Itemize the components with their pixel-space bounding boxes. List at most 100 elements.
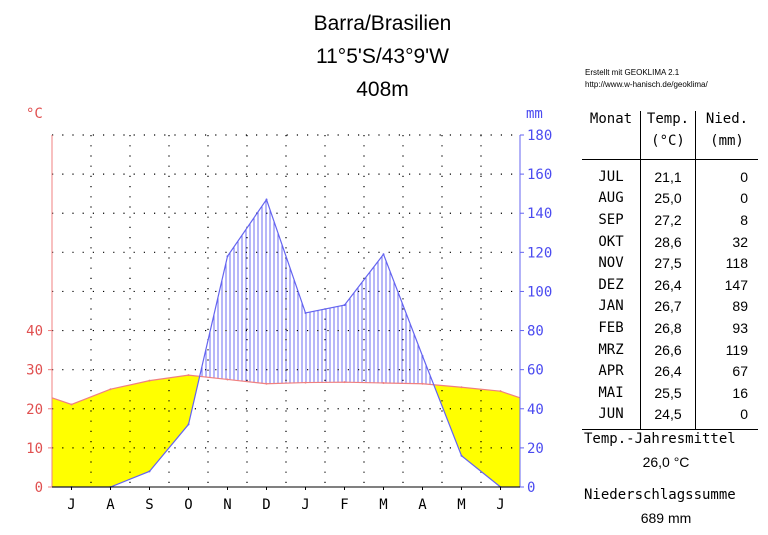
table-row: NOV 27,5 118 — [582, 252, 758, 274]
right-unit-label: mm — [526, 106, 543, 122]
cell-month: MRZ — [598, 341, 624, 358]
cell-prec: 67 — [695, 360, 758, 382]
temp-mean-value: 26,0 °C — [642, 454, 690, 470]
left-tick-label: 10 — [26, 441, 43, 457]
month-label: D — [262, 497, 270, 513]
cell-prec: 147 — [695, 273, 758, 296]
month-label: J — [301, 497, 309, 513]
credit-line: Erstellt mit GEOKLIMA 2.1 — [585, 68, 680, 77]
arid-area — [51, 397, 72, 488]
cell-prec: 118 — [695, 252, 758, 274]
temperature-point — [343, 381, 346, 384]
right-tick-label: 120 — [527, 245, 552, 261]
cell-month: JAN — [598, 298, 624, 315]
cell-temp: 26,7 — [640, 295, 696, 318]
table-row: MAI 25,5 16 — [582, 381, 758, 404]
temperature-point — [382, 381, 385, 384]
col-header-prec: Nied. — [695, 111, 758, 133]
precipitation-point — [343, 304, 346, 307]
col-header-temp-unit: (°C) — [640, 133, 696, 160]
prec-total-value: 689 mm — [640, 510, 692, 526]
cell-temp: 28,6 — [640, 230, 696, 253]
station-title: Barra/Brasilien — [313, 12, 452, 35]
cell-prec: 32 — [695, 230, 758, 253]
month-label: M — [457, 497, 465, 513]
month-label: S — [145, 497, 153, 513]
precipitation-line — [52, 198, 520, 488]
col-header-temp: Temp. — [640, 111, 696, 133]
cell-month: FEB — [598, 319, 624, 336]
left-tick-label: 20 — [26, 402, 43, 418]
cell-temp: 26,4 — [640, 273, 696, 296]
right-tick-label: 80 — [527, 324, 544, 340]
temperature-point — [148, 379, 151, 382]
right-tick-label: 160 — [527, 167, 552, 183]
col-header-month: Monat — [589, 111, 633, 127]
table-row: MRZ 26,6 119 — [582, 338, 758, 361]
table-row: APR 26,4 67 — [582, 360, 758, 382]
climate-chart: 0 10 20 30 40 0 20 40 60 80 100 120 140 160 180 °C mm J A S… — [26, 106, 552, 513]
cell-prec: 119 — [695, 338, 758, 361]
precipitation-point — [148, 470, 151, 473]
cell-temp: 21,1 — [640, 159, 696, 188]
climate-table: Monat Temp. Nied. (°C) (mm) JUL 21,1 0 AUG 2… — [582, 111, 758, 431]
cell-temp: 26,8 — [640, 317, 696, 339]
cell-temp: 27,2 — [640, 209, 696, 231]
temperature-point — [265, 382, 268, 385]
right-tick-label: 40 — [527, 402, 544, 418]
temperature-point — [70, 403, 73, 406]
month-label: A — [106, 497, 115, 513]
cell-prec: 8 — [695, 209, 758, 231]
cell-prec: 89 — [695, 295, 758, 318]
col-header-prec-unit: (mm) — [695, 133, 758, 160]
cell-temp: 25,5 — [640, 381, 696, 404]
cell-month: AUG — [598, 190, 624, 207]
temperature-line — [51, 374, 521, 406]
humid-area — [305, 305, 345, 383]
month-label: N — [223, 497, 231, 513]
temperature-point — [187, 374, 190, 377]
month-label: M — [379, 497, 387, 513]
credit-url: http://www.w-hanisch.de/geoklima/ — [585, 80, 708, 89]
precipitation-point — [382, 253, 385, 256]
temp-mean-label: Temp.-Jahresmittel — [584, 431, 736, 447]
right-tick-label: 100 — [527, 284, 552, 300]
cell-temp: 27,5 — [640, 252, 696, 274]
prec-total-label: Niederschlagssumme — [584, 487, 736, 503]
cell-month: NOV — [598, 255, 624, 272]
precipitation-point — [187, 423, 190, 426]
table-row: FEB 26,8 93 — [582, 317, 758, 339]
table-row: OKT 28,6 32 — [582, 230, 758, 253]
precipitation-point — [304, 311, 307, 314]
col-header-month-unit — [582, 133, 641, 160]
table-row: JAN 26,7 89 — [582, 295, 758, 318]
month-label: F — [340, 497, 348, 513]
table-row: AUG 25,0 0 — [582, 187, 758, 210]
cell-month: DEZ — [598, 276, 624, 293]
right-tick-label: 140 — [527, 206, 552, 222]
right-tick-label: 20 — [527, 441, 544, 457]
cell-prec: 0 — [695, 403, 758, 431]
cell-prec: 93 — [695, 317, 758, 339]
left-tick-label: 30 — [26, 363, 43, 379]
left-unit-label: °C — [26, 106, 43, 122]
station-elevation: 408m — [356, 78, 409, 101]
temperature-point — [304, 381, 307, 384]
cell-temp: 26,4 — [640, 360, 696, 382]
precipitation-point — [421, 354, 424, 357]
right-tick-label: 0 — [527, 480, 535, 496]
table-row: DEZ 26,4 147 — [582, 273, 758, 296]
table-row: JUN 24,5 0 — [582, 403, 758, 431]
month-label: J — [67, 497, 75, 513]
month-label: O — [184, 497, 192, 513]
cell-month: JUN — [582, 403, 641, 431]
left-tick-label: 0 — [35, 480, 43, 496]
precipitation-point — [265, 198, 268, 201]
arid-area — [500, 390, 521, 488]
left-tick-label: 40 — [26, 324, 43, 340]
cell-month: OKT — [598, 233, 624, 250]
month-label: J — [496, 497, 504, 513]
table-row: SEP 27,2 8 — [582, 209, 758, 231]
arid-area — [149, 374, 189, 473]
temperature-point — [499, 390, 502, 393]
